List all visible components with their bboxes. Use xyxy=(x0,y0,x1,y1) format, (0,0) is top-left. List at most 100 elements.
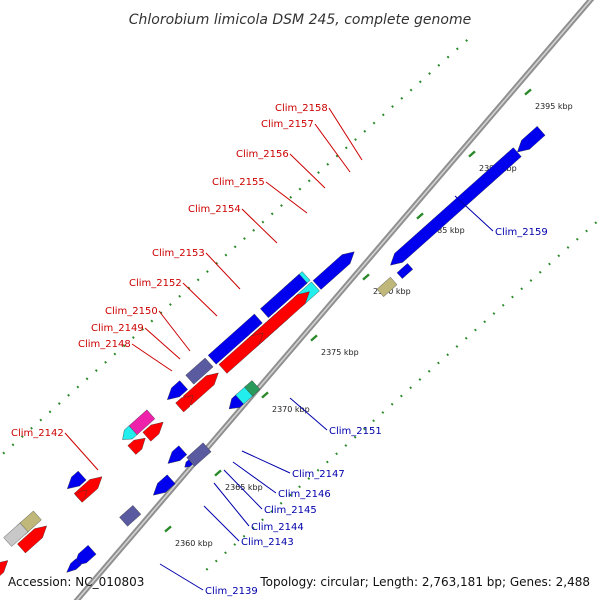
tick-dot xyxy=(465,39,468,42)
tick-dot xyxy=(30,426,33,430)
tick-dot xyxy=(390,402,394,406)
tick-dot xyxy=(317,171,320,174)
accession-text: Accession: NC_010803 xyxy=(8,575,144,589)
tick-dot xyxy=(354,138,357,141)
tick-dot xyxy=(289,195,293,199)
gene-arrow-forward xyxy=(312,251,355,290)
gene-label-reverse: Clim_2144 xyxy=(251,522,304,533)
gene-arrow-forward xyxy=(207,313,263,365)
gene-arrow-forward xyxy=(127,437,146,455)
tick-dot xyxy=(131,336,135,339)
tick-dot xyxy=(594,221,598,225)
tick-label: 2370 kbp xyxy=(272,405,310,414)
leader-line xyxy=(182,282,218,317)
gene-arrow-reverse xyxy=(390,147,522,266)
tick-dot xyxy=(326,162,330,166)
tick-dot xyxy=(261,518,264,522)
tick-dot xyxy=(20,435,24,438)
tick-dot xyxy=(381,113,385,117)
gene-arrow-reverse xyxy=(376,276,398,297)
gene-layer xyxy=(0,126,546,576)
tick-dot xyxy=(529,279,533,282)
tick-dot xyxy=(307,477,311,480)
gene-arrow-reverse xyxy=(516,126,546,153)
gene-arrow-reverse xyxy=(396,263,414,279)
tick-label: 2380 kbp xyxy=(373,287,411,296)
tick-label: 2375 kbp xyxy=(321,348,359,357)
tick-dot xyxy=(279,501,283,505)
tick-dot xyxy=(233,543,237,546)
gene-label-forward: Clim_2155 xyxy=(212,177,265,188)
gene-label-forward: Clim_2148 xyxy=(78,339,131,350)
tick-dot xyxy=(243,237,246,240)
gene-label-reverse: Clim_2159 xyxy=(495,227,548,238)
tick-dot xyxy=(492,312,496,315)
gene-label-forward: Clim_2152 xyxy=(129,278,182,289)
leader-line xyxy=(213,482,250,527)
gene-label-forward: Clim_2158 xyxy=(275,103,328,114)
gene-arrow-forward xyxy=(75,489,88,502)
tick-dot xyxy=(464,336,468,340)
tick-dot xyxy=(280,204,283,207)
gene-label-reverse: Clim_2147 xyxy=(292,469,345,480)
tick-dot xyxy=(2,451,6,455)
leader-line xyxy=(289,397,328,431)
tick-dot xyxy=(344,146,348,150)
tick-dot xyxy=(168,303,172,306)
tick-dot xyxy=(427,369,431,373)
tick-dot xyxy=(483,320,487,324)
tick-dot xyxy=(538,270,542,274)
gene-label-forward: Clim_2150 xyxy=(105,306,158,317)
gene-arrow-forward xyxy=(66,470,87,490)
tick-dot xyxy=(446,353,450,357)
tick-dot xyxy=(205,567,209,571)
tick-dot xyxy=(233,245,237,249)
tick-dot xyxy=(57,402,61,405)
tick-dot xyxy=(67,393,70,397)
major-tick xyxy=(362,273,370,281)
tick-dot xyxy=(511,295,514,299)
tick-dot xyxy=(270,212,274,216)
tick-dot xyxy=(418,378,422,381)
major-tick xyxy=(416,212,424,220)
major-tick xyxy=(524,88,532,96)
gene-label-reverse: Clim_2143 xyxy=(241,537,294,548)
tick-dot xyxy=(307,179,311,183)
gene-label-forward: Clim_2154 xyxy=(188,204,241,215)
gene-arrow-forward xyxy=(122,425,138,440)
gene-arrow-reverse xyxy=(119,505,142,527)
tick-dot xyxy=(437,63,441,67)
tick-label: 2365 kbp xyxy=(225,483,263,492)
tick-dot xyxy=(399,394,403,398)
tick-dot xyxy=(39,418,43,422)
tick-dot xyxy=(206,270,209,273)
tick-dot xyxy=(224,551,227,555)
leader-line xyxy=(265,181,308,214)
tick-dot xyxy=(566,246,570,249)
tick-dot xyxy=(214,559,218,563)
tick-dot xyxy=(270,510,274,513)
tick-dot xyxy=(242,534,246,538)
leader-line xyxy=(158,310,191,352)
summary-text: Topology: circular; Length: 2,763,181 bp… xyxy=(259,575,590,589)
gene-label-forward: Clim_2156 xyxy=(236,149,289,160)
gene-label-forward: Clim_2142 xyxy=(11,428,64,439)
tick-dot xyxy=(298,187,302,191)
label-layer: Clim_2158 Clim_2157 Clim_2156 Clim_2155 Clim… xyxy=(11,103,548,597)
gene-label-forward: Clim_2157 xyxy=(261,119,314,130)
tick-dot xyxy=(48,410,52,414)
gene-label-forward: Clim_2149 xyxy=(91,323,144,334)
tick-dot xyxy=(113,352,117,356)
leader-line xyxy=(223,469,263,510)
tick-dot xyxy=(418,80,422,84)
major-tick xyxy=(468,150,476,158)
gene-arrow-forward xyxy=(142,421,164,442)
tick-dot xyxy=(455,47,459,51)
tick-dot xyxy=(316,468,320,472)
tick-dot xyxy=(261,220,265,224)
tick-dot xyxy=(178,294,182,298)
gene-arrow-forward xyxy=(260,273,308,318)
tick-dot xyxy=(381,411,385,414)
gene-arrow-forward xyxy=(185,357,214,385)
